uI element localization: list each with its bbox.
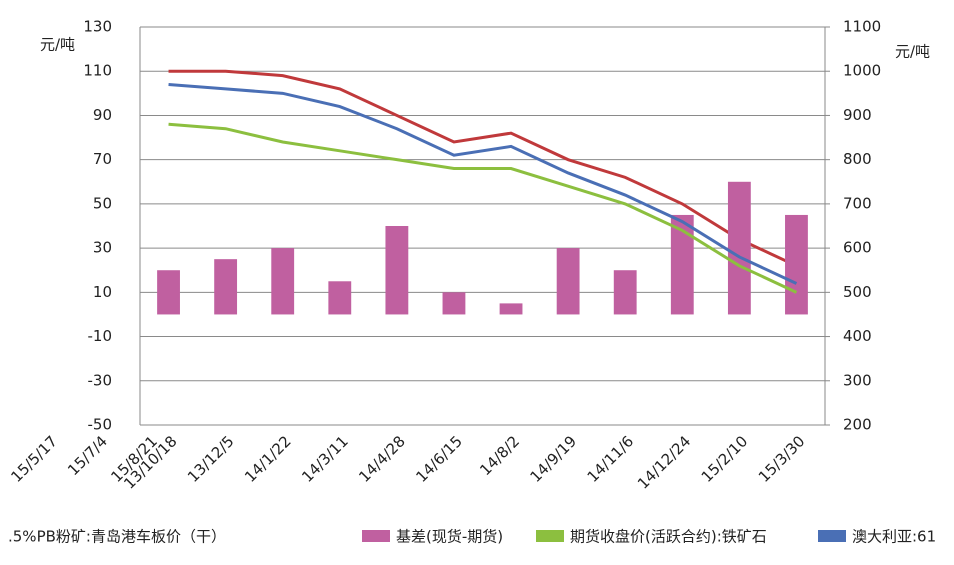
y-tick-label: 10 xyxy=(93,283,112,301)
y-tick-label: 30 xyxy=(93,239,112,257)
bar xyxy=(613,270,637,315)
legend-swatch xyxy=(362,530,390,542)
x-tick-label: 14/3/11 xyxy=(298,432,352,486)
bar xyxy=(214,259,238,315)
bar xyxy=(385,226,409,315)
y2-tick-label: 900 xyxy=(843,106,872,124)
y-tick-label: 50 xyxy=(93,194,112,212)
legend-label: 澳大利亚:61 xyxy=(852,528,936,546)
x-tick-label: 14/1/22 xyxy=(241,432,295,486)
y2-tick-label: 200 xyxy=(843,416,872,434)
y-tick-label: 90 xyxy=(93,106,112,124)
legend-swatch xyxy=(818,530,846,542)
y2-unit: 元/吨 xyxy=(895,43,930,61)
y2-tick-label: 600 xyxy=(843,239,872,257)
line-series xyxy=(168,82,798,285)
x-tick-label: 14/8/2 xyxy=(476,432,523,479)
bar xyxy=(271,248,295,315)
x-tick-label: 15/3/30 xyxy=(755,432,809,486)
legend-label: 期货收盘价(活跃合约):铁矿石 xyxy=(570,528,767,546)
x-tick-label: 14/11/6 xyxy=(584,432,638,486)
x-tick-label: 15/5/17 xyxy=(7,432,61,486)
x-tick-label: 15/2/10 xyxy=(698,432,752,486)
x-tick-label: 14/4/28 xyxy=(355,432,409,486)
line-series xyxy=(168,122,798,294)
bar xyxy=(499,303,523,315)
y-tick-label: 70 xyxy=(93,150,112,168)
y-unit: 元/吨 xyxy=(40,36,75,54)
bar xyxy=(328,281,352,315)
x-tick-label: 15/7/4 xyxy=(64,432,111,479)
y2-tick-label: 700 xyxy=(843,194,872,212)
y2-tick-label: 400 xyxy=(843,327,872,345)
bar xyxy=(727,181,751,315)
legend-label: 基差(现货-期货) xyxy=(396,528,503,546)
y-tick-label: 130 xyxy=(83,18,112,36)
bar xyxy=(670,214,694,315)
x-tick-label: 14/12/24 xyxy=(634,432,694,492)
bar xyxy=(442,292,466,315)
x-tick-label: 14/9/19 xyxy=(527,432,581,486)
y2-tick-label: 500 xyxy=(843,283,872,301)
y2-tick-label: 1000 xyxy=(843,62,881,80)
x-tick-label: 14/6/15 xyxy=(412,432,466,486)
line-series xyxy=(168,69,798,268)
y-tick-label: 110 xyxy=(83,62,112,80)
bar xyxy=(785,214,808,315)
y2-tick-label: 300 xyxy=(843,371,872,389)
y2-tick-label: 800 xyxy=(843,150,872,168)
y-tick-label: -30 xyxy=(88,371,113,389)
bar xyxy=(157,270,180,315)
y2-tick-label: 1100 xyxy=(843,18,881,36)
y-tick-label: -10 xyxy=(88,327,113,345)
bar xyxy=(556,248,580,315)
x-tick-label: 13/12/5 xyxy=(184,432,238,486)
legend-label: .5%PB粉矿:青岛港车板价（干） xyxy=(8,528,226,546)
y-tick-label: -50 xyxy=(88,416,113,434)
legend-swatch xyxy=(536,530,564,542)
